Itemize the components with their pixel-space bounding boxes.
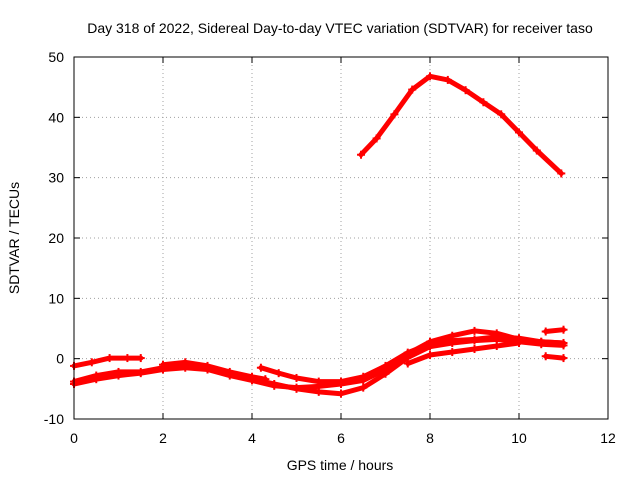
data-point [497, 110, 506, 119]
data-point [337, 389, 345, 398]
data-point [381, 361, 390, 370]
data-point [136, 369, 145, 378]
data-point [443, 75, 452, 84]
data-point [541, 327, 550, 336]
y-tick-label: 10 [48, 290, 64, 306]
data-point [492, 341, 501, 350]
data-point [559, 338, 568, 347]
x-tick-label: 10 [511, 430, 527, 446]
data-point [448, 348, 457, 357]
x-tick-label: 6 [337, 430, 345, 446]
data-point [559, 354, 568, 363]
data-point [270, 381, 279, 390]
data-point [248, 372, 256, 381]
data-point [426, 72, 434, 81]
data-point [203, 361, 212, 370]
data-point [292, 373, 301, 382]
data-point [359, 372, 368, 381]
data-point [515, 338, 523, 347]
data-point [357, 150, 366, 159]
data-point [136, 354, 145, 363]
data-point [274, 369, 283, 378]
x-tick-label: 2 [159, 430, 167, 446]
data-point [292, 383, 301, 392]
data-point [105, 354, 114, 363]
data-point [256, 363, 265, 372]
data-point [479, 98, 488, 107]
data-point [515, 128, 523, 137]
data-point [403, 348, 412, 357]
data-point [372, 134, 381, 143]
x-tick-label: 8 [426, 430, 434, 446]
data-point [426, 340, 434, 349]
x-tick-label: 0 [70, 430, 78, 446]
data-series [70, 72, 568, 398]
data-point [470, 345, 479, 354]
y-tick-label: 20 [48, 230, 64, 246]
data-point [87, 358, 96, 367]
data-point [470, 326, 479, 335]
data-point [537, 337, 546, 346]
data-point [225, 367, 234, 376]
data-point [337, 377, 345, 386]
series-line-high-arc [358, 73, 564, 176]
data-point [426, 351, 434, 360]
data-point [123, 354, 132, 363]
series-line-trace-a [71, 355, 144, 369]
data-point [181, 358, 190, 367]
y-tick-label: 50 [48, 49, 64, 65]
data-point [492, 332, 501, 341]
x-tick-label: 12 [600, 430, 616, 446]
y-tick-label: -10 [44, 411, 64, 427]
data-point [557, 169, 566, 178]
axes: 0 2 4 6 8 10 12 -10 0 10 20 30 40 50 [44, 49, 616, 446]
data-point [159, 360, 167, 369]
data-point [470, 335, 479, 344]
data-point [390, 110, 399, 119]
x-tick-label: 4 [248, 430, 256, 446]
data-point [532, 146, 541, 155]
data-point [541, 352, 550, 361]
y-tick-label: 30 [48, 170, 64, 186]
data-point [261, 375, 270, 384]
y-axis-label: SDTVAR / TECUs [6, 182, 22, 294]
data-point [359, 383, 368, 392]
data-point [559, 325, 568, 334]
data-point [314, 377, 323, 386]
y-tick-label: 0 [56, 351, 64, 367]
data-point [448, 336, 457, 345]
data-point [461, 86, 470, 95]
x-axis-label: GPS time / hours [287, 457, 394, 473]
data-point [114, 371, 123, 380]
data-point [408, 85, 417, 94]
data-point [92, 375, 101, 384]
y-tick-label: 40 [48, 109, 64, 125]
data-point [403, 359, 412, 368]
chart-title: Day 318 of 2022, Sidereal Day-to-day VTE… [87, 20, 593, 36]
grid-lines [74, 57, 608, 419]
